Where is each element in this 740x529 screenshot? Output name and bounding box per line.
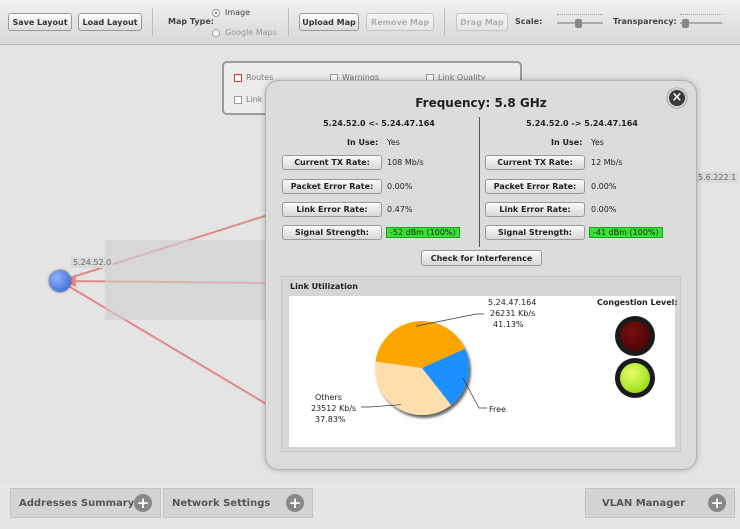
map-type-label: Map Type:: [168, 17, 214, 26]
transparency-label: Transparency:: [613, 17, 677, 26]
addresses-summary-label: Addresses Summary: [19, 497, 135, 509]
right-packet-error-button[interactable]: Packet Error Rate:: [485, 179, 585, 194]
toolbar: Save Layout Load Layout Map Type: Image …: [0, 0, 740, 45]
column-divider: [479, 117, 480, 247]
right-tx-rate-button[interactable]: Current TX Rate:: [485, 155, 585, 170]
map-type-google-label: Google Maps: [225, 28, 277, 37]
link-checkbox[interactable]: [234, 96, 242, 104]
right-signal-strength-value: -41 dBm (100%): [589, 227, 663, 238]
scale-label: Scale:: [515, 17, 543, 26]
congestion-red-light: [615, 316, 655, 356]
pie-slice-5-24-47-164[interactable]: [375, 321, 465, 368]
right-signal-strength-button[interactable]: Signal Strength:: [485, 225, 585, 240]
remove-map-button[interactable]: Remove Map: [366, 13, 434, 31]
route-line[interactable]: [59, 280, 269, 406]
vlan-manager-label: VLAN Manager: [602, 497, 686, 509]
expand-network-settings-icon[interactable]: +: [286, 494, 304, 512]
left-packet-error-button[interactable]: Packet Error Rate:: [282, 179, 382, 194]
right-tx-rate-value: 12 Mb/s: [591, 158, 623, 167]
left-link-error-value: 0.47%: [387, 205, 413, 214]
scale-ticks: [557, 14, 603, 18]
node-left-label: 5.24.52.0: [71, 257, 114, 268]
right-in-use-label: In Use:: [551, 138, 583, 147]
left-link-header: 5.24.52.0 <- 5.24.47.164: [323, 119, 435, 128]
left-tx-rate-value: 108 Mb/s: [387, 158, 424, 167]
left-in-use-value: Yes: [387, 138, 400, 147]
pie-leader-line: [462, 378, 487, 409]
transparency-ticks: [680, 14, 722, 18]
check-interference-button[interactable]: Check for Interference: [421, 250, 542, 266]
right-in-use-value: Yes: [591, 138, 604, 147]
pie-label-primary-name: 5.24.47.164: [488, 298, 537, 307]
map-watermark: [105, 240, 270, 320]
transparency-slider-handle[interactable]: [682, 19, 689, 28]
transparency-slider[interactable]: [680, 22, 722, 24]
addresses-summary-panel[interactable]: Addresses Summary +: [10, 488, 161, 518]
upload-map-button[interactable]: Upload Map: [299, 13, 359, 31]
right-link-header: 5.24.52.0 -> 5.24.47.164: [526, 119, 638, 128]
save-layout-button[interactable]: Save Layout: [8, 13, 72, 31]
pie-label-others-rate: 23512 Kb/s: [311, 404, 357, 413]
map-type-image-label: Image: [225, 8, 251, 17]
pie-leader-line: [416, 313, 484, 327]
right-packet-error-value: 0.00%: [591, 182, 617, 191]
network-node[interactable]: [49, 270, 71, 292]
expand-addresses-icon[interactable]: +: [134, 494, 152, 512]
drag-map-button[interactable]: Drag Map: [456, 13, 508, 31]
network-settings-label: Network Settings: [172, 497, 271, 509]
congestion-level-label: Congestion Level:: [597, 298, 678, 307]
link-quality-label: Link Quality: [438, 73, 486, 82]
pie-label-others-percent: 37.83%: [315, 415, 346, 424]
pie-slice-others[interactable]: [375, 361, 452, 415]
pie-label-primary-percent: 41.13%: [493, 320, 524, 329]
scale-slider-handle[interactable]: [575, 19, 582, 28]
congestion-green-light: [615, 358, 655, 398]
link-utilization-chart-area: [289, 296, 675, 447]
toolbar-divider: [444, 8, 445, 36]
left-in-use-label: In Use:: [347, 138, 379, 147]
routes-checkbox[interactable]: [234, 74, 242, 82]
map-type-google-radio[interactable]: [212, 29, 220, 37]
pie-leader-line: [361, 404, 401, 408]
vlan-manager-panel[interactable]: VLAN Manager +: [585, 488, 735, 518]
toolbar-divider: [152, 8, 153, 36]
node-right-label: 5.6.222.1: [696, 172, 739, 183]
link-utilization-title: Link Utilization: [290, 282, 358, 291]
toolbar-divider: [288, 8, 289, 36]
pie-label-free: Free: [489, 405, 506, 414]
close-icon[interactable]: ×: [667, 88, 687, 108]
left-packet-error-value: 0.00%: [387, 182, 413, 191]
network-settings-panel[interactable]: Network Settings +: [163, 488, 313, 518]
pie-slice-free[interactable]: [422, 348, 469, 405]
routes-label: Routes: [246, 73, 274, 82]
pie-label-primary-rate: 26231 Kb/s: [490, 309, 536, 318]
left-link-error-button[interactable]: Link Error Rate:: [282, 202, 382, 217]
expand-vlan-manager-icon[interactable]: +: [708, 494, 726, 512]
dialog-title: Frequency: 5.8 GHz: [415, 96, 547, 110]
right-link-error-value: 0.00%: [591, 205, 617, 214]
map-type-image-radio[interactable]: [212, 9, 220, 17]
left-tx-rate-button[interactable]: Current TX Rate:: [282, 155, 382, 170]
left-signal-strength-button[interactable]: Signal Strength:: [282, 225, 382, 240]
load-layout-button[interactable]: Load Layout: [78, 13, 142, 31]
pie-label-others-name: Others: [315, 393, 342, 402]
link-label: Link: [246, 95, 263, 104]
warnings-label: Warnings: [342, 73, 380, 82]
link-utilization-pie-chart: [361, 313, 487, 415]
right-link-error-button[interactable]: Link Error Rate:: [485, 202, 585, 217]
left-signal-strength-value: -52 dBm (100%): [386, 227, 460, 238]
